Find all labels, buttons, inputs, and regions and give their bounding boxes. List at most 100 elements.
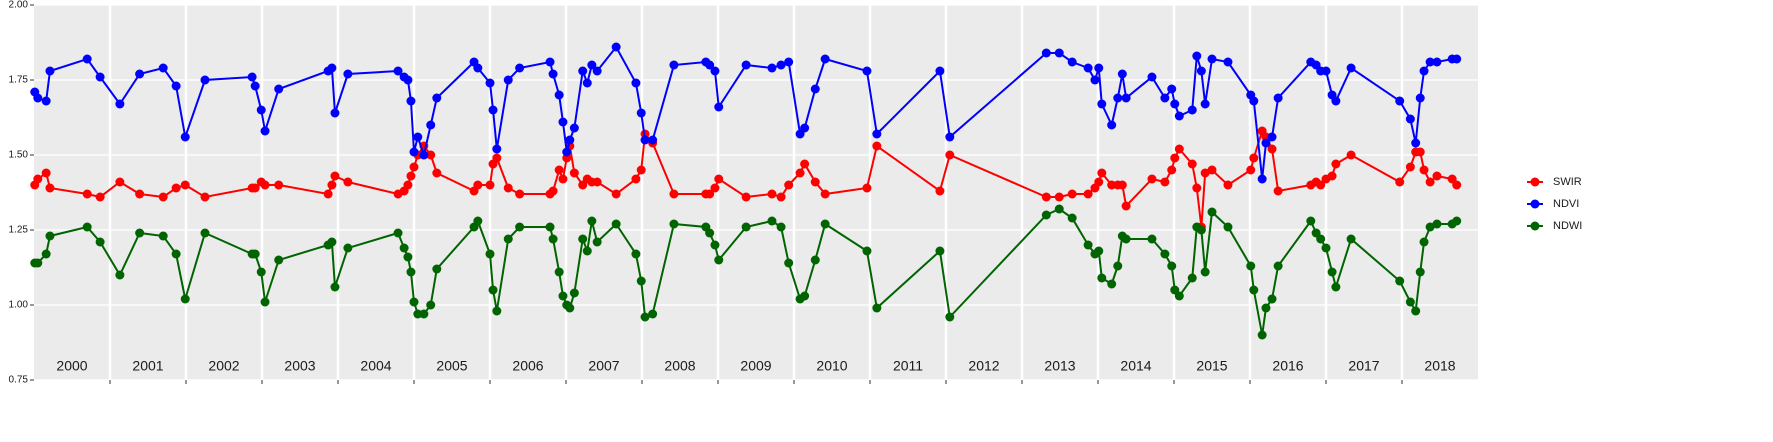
data-point	[1452, 216, 1462, 226]
y-tick-label: 1.25	[9, 225, 29, 236]
data-point	[45, 66, 55, 76]
data-point	[554, 90, 564, 100]
data-point	[784, 57, 794, 67]
data-point	[582, 78, 592, 88]
data-point	[82, 222, 92, 232]
data-point	[180, 132, 190, 142]
data-point	[820, 54, 830, 64]
data-point	[1054, 48, 1064, 58]
data-point	[1411, 138, 1421, 148]
data-point	[1090, 75, 1100, 85]
x-tick-label: 2012	[968, 358, 999, 374]
data-point	[592, 237, 602, 247]
data-point	[945, 150, 955, 160]
data-point	[1192, 183, 1202, 193]
data-point	[1207, 54, 1217, 64]
data-point	[1316, 180, 1326, 190]
data-point	[33, 258, 43, 268]
data-point	[565, 135, 575, 145]
data-point	[492, 153, 502, 163]
data-point	[1147, 72, 1157, 82]
data-point	[1249, 285, 1259, 295]
data-point	[1067, 213, 1077, 223]
data-point	[935, 186, 945, 196]
data-point	[1207, 207, 1217, 217]
data-point	[503, 75, 513, 85]
data-point	[432, 168, 442, 178]
data-point	[403, 75, 413, 85]
x-tick-label: 2010	[816, 358, 847, 374]
data-point	[545, 222, 555, 232]
data-point	[1121, 234, 1131, 244]
data-point	[862, 246, 872, 256]
data-point	[1094, 63, 1104, 73]
x-tick-label: 2017	[1348, 358, 1379, 374]
data-point	[135, 69, 145, 79]
data-point	[872, 141, 882, 151]
data-point	[488, 285, 498, 295]
data-point	[548, 234, 558, 244]
data-point	[1395, 177, 1405, 187]
x-tick-label: 2013	[1044, 358, 1075, 374]
data-point	[862, 183, 872, 193]
data-point	[1083, 240, 1093, 250]
data-point	[1167, 165, 1177, 175]
data-point	[1097, 273, 1107, 283]
x-tick-label: 2018	[1424, 358, 1455, 374]
data-point	[1083, 189, 1093, 199]
data-point	[1160, 249, 1170, 259]
data-point	[399, 243, 409, 253]
x-tick-label: 2002	[208, 358, 239, 374]
data-point	[343, 177, 353, 187]
data-point	[1425, 177, 1435, 187]
data-point	[1316, 234, 1326, 244]
data-point	[767, 189, 777, 199]
data-point	[1117, 180, 1127, 190]
data-point	[330, 282, 340, 292]
data-point	[1331, 159, 1341, 169]
data-point	[250, 183, 260, 193]
data-point	[862, 66, 872, 76]
data-point	[409, 297, 419, 307]
data-point	[180, 294, 190, 304]
data-point	[1187, 159, 1197, 169]
data-point	[558, 291, 568, 301]
data-point	[587, 216, 597, 226]
data-point	[648, 135, 658, 145]
data-point	[135, 228, 145, 238]
data-point	[1160, 177, 1170, 187]
data-point	[800, 123, 810, 133]
data-point	[473, 63, 483, 73]
data-point	[710, 183, 720, 193]
data-point	[669, 189, 679, 199]
data-point	[473, 180, 483, 190]
data-point	[611, 219, 621, 229]
data-point	[810, 255, 820, 265]
data-point	[1267, 294, 1277, 304]
data-point	[406, 171, 416, 181]
data-point	[274, 180, 284, 190]
data-point	[1200, 267, 1210, 277]
data-point	[1452, 180, 1462, 190]
data-point	[1411, 306, 1421, 316]
data-point	[587, 60, 597, 70]
data-point	[592, 66, 602, 76]
data-point	[1094, 246, 1104, 256]
data-point	[1346, 63, 1356, 73]
data-point	[256, 267, 266, 277]
data-point	[492, 144, 502, 154]
data-point	[1346, 234, 1356, 244]
data-point	[82, 189, 92, 199]
data-point	[1452, 54, 1462, 64]
data-point	[800, 159, 810, 169]
data-point	[1174, 111, 1184, 121]
data-point	[631, 174, 641, 184]
data-point	[515, 63, 525, 73]
data-point	[413, 132, 423, 142]
data-point	[82, 54, 92, 64]
data-point	[784, 180, 794, 190]
data-point	[1261, 138, 1271, 148]
data-point	[409, 147, 419, 157]
data-point	[1257, 330, 1267, 340]
